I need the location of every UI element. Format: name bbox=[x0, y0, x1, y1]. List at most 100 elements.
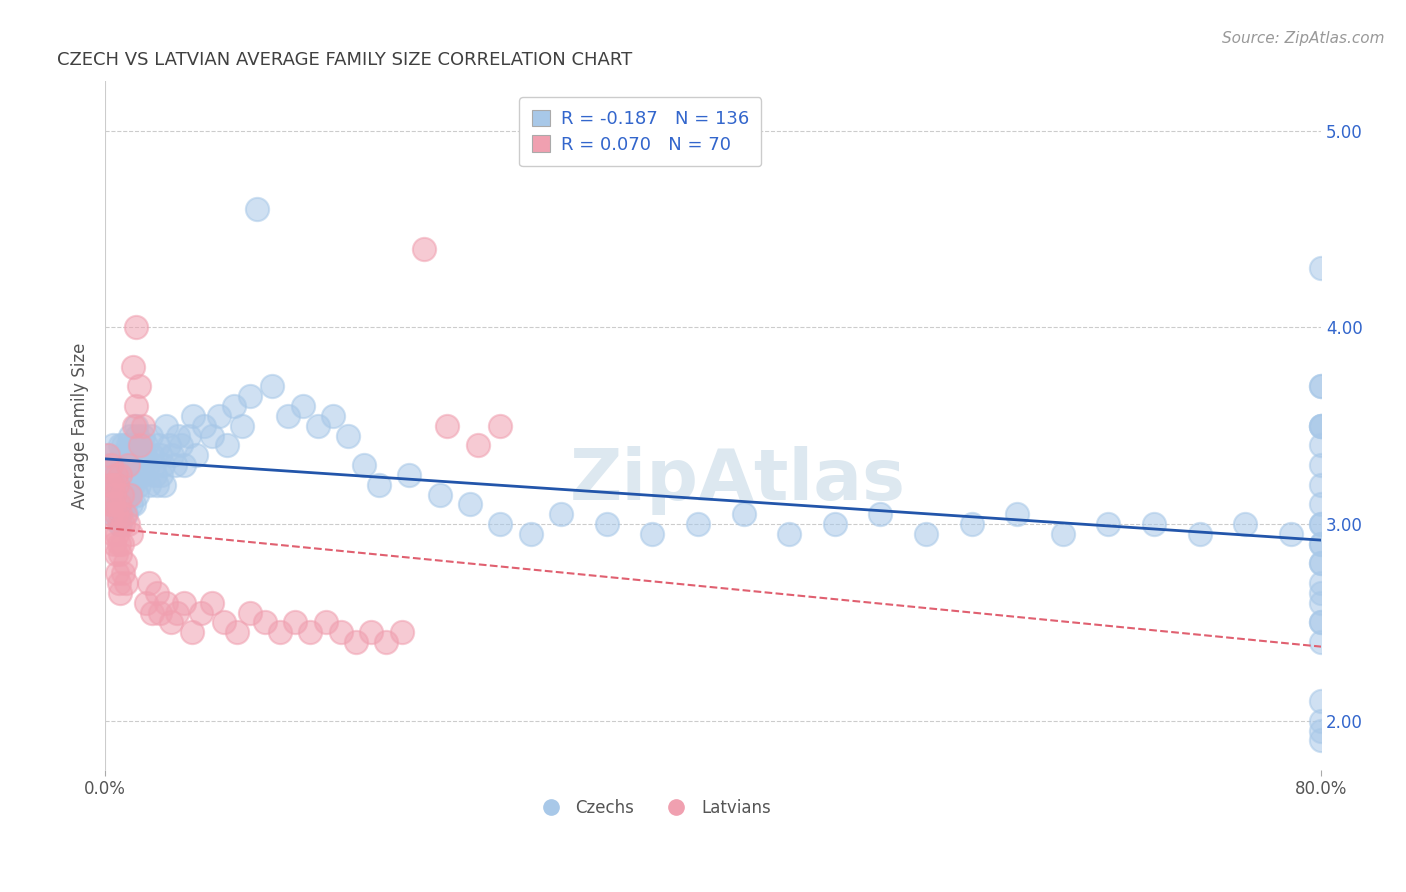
Point bbox=[367, 477, 389, 491]
Point bbox=[344, 635, 367, 649]
Point bbox=[124, 418, 146, 433]
Point bbox=[1310, 261, 1333, 276]
Point bbox=[1310, 418, 1333, 433]
Point bbox=[224, 399, 246, 413]
Point bbox=[186, 448, 208, 462]
Point bbox=[100, 458, 122, 472]
Point bbox=[110, 547, 132, 561]
Point bbox=[101, 527, 124, 541]
Point bbox=[122, 497, 145, 511]
Point bbox=[155, 418, 177, 433]
Point bbox=[108, 576, 131, 591]
Point bbox=[111, 448, 134, 462]
Point bbox=[173, 458, 195, 472]
Point bbox=[180, 625, 202, 640]
Point bbox=[129, 438, 152, 452]
Point bbox=[100, 477, 122, 491]
Point bbox=[231, 418, 253, 433]
Point bbox=[122, 418, 145, 433]
Point bbox=[1310, 694, 1333, 708]
Point bbox=[110, 497, 132, 511]
Point bbox=[101, 487, 124, 501]
Point bbox=[108, 537, 131, 551]
Point bbox=[166, 606, 188, 620]
Point bbox=[100, 458, 122, 472]
Point bbox=[165, 458, 187, 472]
Point bbox=[117, 517, 139, 532]
Legend: Czechs, Latvians: Czechs, Latvians bbox=[527, 792, 778, 823]
Point bbox=[100, 507, 122, 521]
Point bbox=[337, 428, 360, 442]
Point bbox=[114, 557, 136, 571]
Point bbox=[135, 438, 157, 452]
Point bbox=[375, 635, 398, 649]
Point bbox=[824, 517, 846, 532]
Point bbox=[150, 467, 173, 482]
Point bbox=[122, 458, 145, 472]
Point bbox=[1310, 557, 1333, 571]
Point bbox=[110, 477, 132, 491]
Point bbox=[146, 477, 169, 491]
Point bbox=[170, 438, 193, 452]
Point bbox=[103, 477, 125, 491]
Point bbox=[118, 428, 141, 442]
Point bbox=[120, 448, 142, 462]
Point bbox=[193, 418, 215, 433]
Point bbox=[103, 487, 125, 501]
Point bbox=[117, 458, 139, 472]
Point bbox=[128, 379, 150, 393]
Point bbox=[489, 517, 512, 532]
Point bbox=[167, 428, 190, 442]
Point bbox=[1310, 635, 1333, 649]
Point bbox=[103, 497, 125, 511]
Text: ZipAtlas: ZipAtlas bbox=[569, 446, 905, 516]
Point bbox=[177, 428, 200, 442]
Point bbox=[915, 527, 938, 541]
Point bbox=[110, 586, 132, 600]
Point bbox=[120, 497, 142, 511]
Point bbox=[124, 399, 146, 413]
Point bbox=[114, 458, 136, 472]
Point bbox=[1310, 517, 1333, 532]
Point bbox=[105, 566, 128, 581]
Point bbox=[101, 438, 124, 452]
Point bbox=[103, 537, 125, 551]
Point bbox=[111, 487, 134, 501]
Point bbox=[121, 438, 143, 452]
Point bbox=[960, 517, 983, 532]
Point bbox=[117, 438, 139, 452]
Point bbox=[98, 467, 121, 482]
Point bbox=[149, 448, 172, 462]
Point bbox=[1310, 517, 1333, 532]
Point bbox=[1097, 517, 1119, 532]
Point bbox=[467, 438, 489, 452]
Point bbox=[114, 507, 136, 521]
Point bbox=[596, 517, 619, 532]
Point bbox=[157, 438, 180, 452]
Point bbox=[118, 487, 141, 501]
Point bbox=[173, 596, 195, 610]
Point bbox=[135, 596, 157, 610]
Point bbox=[159, 615, 181, 630]
Point bbox=[226, 625, 249, 640]
Point bbox=[315, 615, 337, 630]
Point bbox=[111, 537, 134, 551]
Point bbox=[146, 586, 169, 600]
Point bbox=[215, 438, 238, 452]
Point bbox=[128, 477, 150, 491]
Point bbox=[97, 448, 120, 462]
Point bbox=[153, 477, 176, 491]
Point bbox=[148, 438, 170, 452]
Point bbox=[1188, 527, 1211, 541]
Point bbox=[1310, 537, 1333, 551]
Point bbox=[1310, 557, 1333, 571]
Point bbox=[97, 448, 120, 462]
Point bbox=[246, 202, 269, 217]
Point bbox=[131, 448, 153, 462]
Point bbox=[141, 448, 163, 462]
Point bbox=[132, 418, 155, 433]
Point bbox=[1310, 497, 1333, 511]
Point bbox=[1310, 723, 1333, 738]
Point bbox=[127, 428, 149, 442]
Point bbox=[686, 517, 709, 532]
